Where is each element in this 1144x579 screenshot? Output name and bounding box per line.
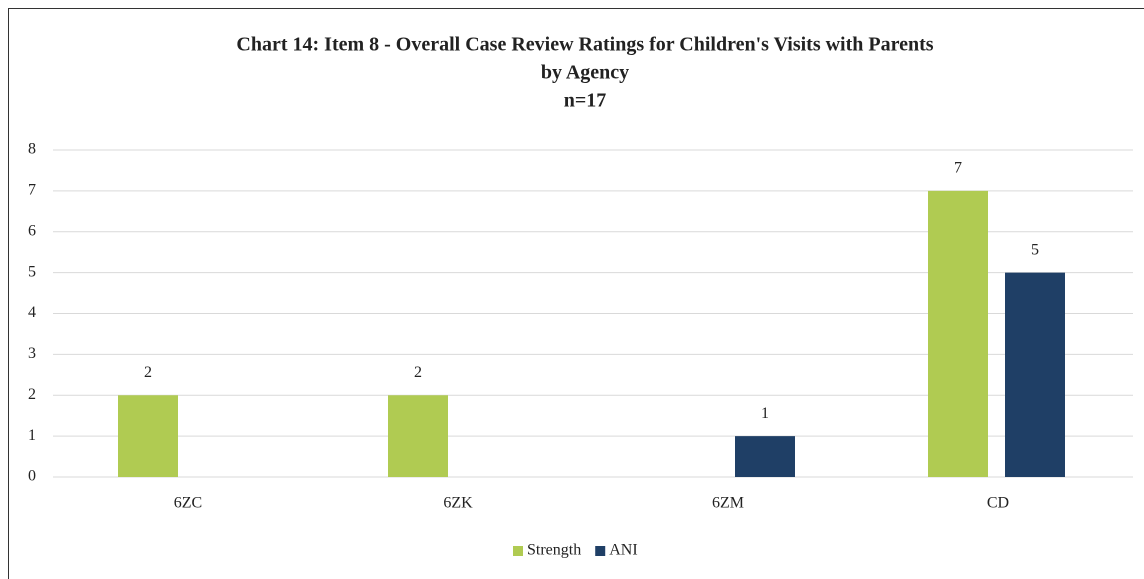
data-label: 2	[414, 364, 422, 381]
bar	[388, 395, 448, 477]
bar	[1005, 272, 1065, 477]
legend-label: Strength	[527, 542, 581, 559]
legend-swatch	[595, 546, 606, 556]
y-tick-label: 7	[28, 182, 36, 199]
y-tick-label: 6	[28, 222, 36, 239]
x-tick-label: 6ZC	[174, 495, 202, 512]
y-tick-label: 8	[28, 141, 36, 158]
chart-title: n=17	[564, 90, 607, 112]
bar	[928, 190, 988, 477]
x-tick-label: 6ZM	[712, 495, 744, 512]
data-label: 2	[144, 364, 152, 381]
chart-title: Chart 14: Item 8 - Overall Case Review R…	[236, 34, 933, 56]
y-tick-label: 5	[28, 263, 36, 280]
bar	[118, 395, 178, 477]
y-tick-label: 2	[28, 386, 36, 403]
x-tick-label: 6ZK	[443, 495, 473, 512]
chart-title: by Agency	[541, 62, 629, 84]
data-label: 7	[954, 160, 962, 177]
y-tick-label: 1	[28, 427, 36, 444]
y-tick-label: 4	[28, 304, 36, 321]
y-tick-label: 3	[28, 345, 36, 362]
y-tick-label: 0	[28, 468, 36, 485]
data-label: 5	[1031, 241, 1039, 258]
data-label: 1	[761, 405, 769, 422]
legend-swatch	[513, 546, 523, 556]
bar	[735, 436, 795, 477]
x-tick-label: CD	[987, 495, 1009, 512]
legend-label: ANI	[609, 542, 637, 559]
